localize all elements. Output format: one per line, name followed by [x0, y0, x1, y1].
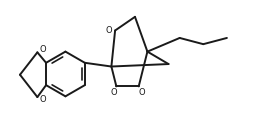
Text: O: O: [39, 45, 46, 54]
Text: O: O: [138, 88, 145, 97]
Text: O: O: [105, 26, 112, 34]
Text: O: O: [110, 88, 117, 97]
Text: O: O: [39, 95, 46, 104]
